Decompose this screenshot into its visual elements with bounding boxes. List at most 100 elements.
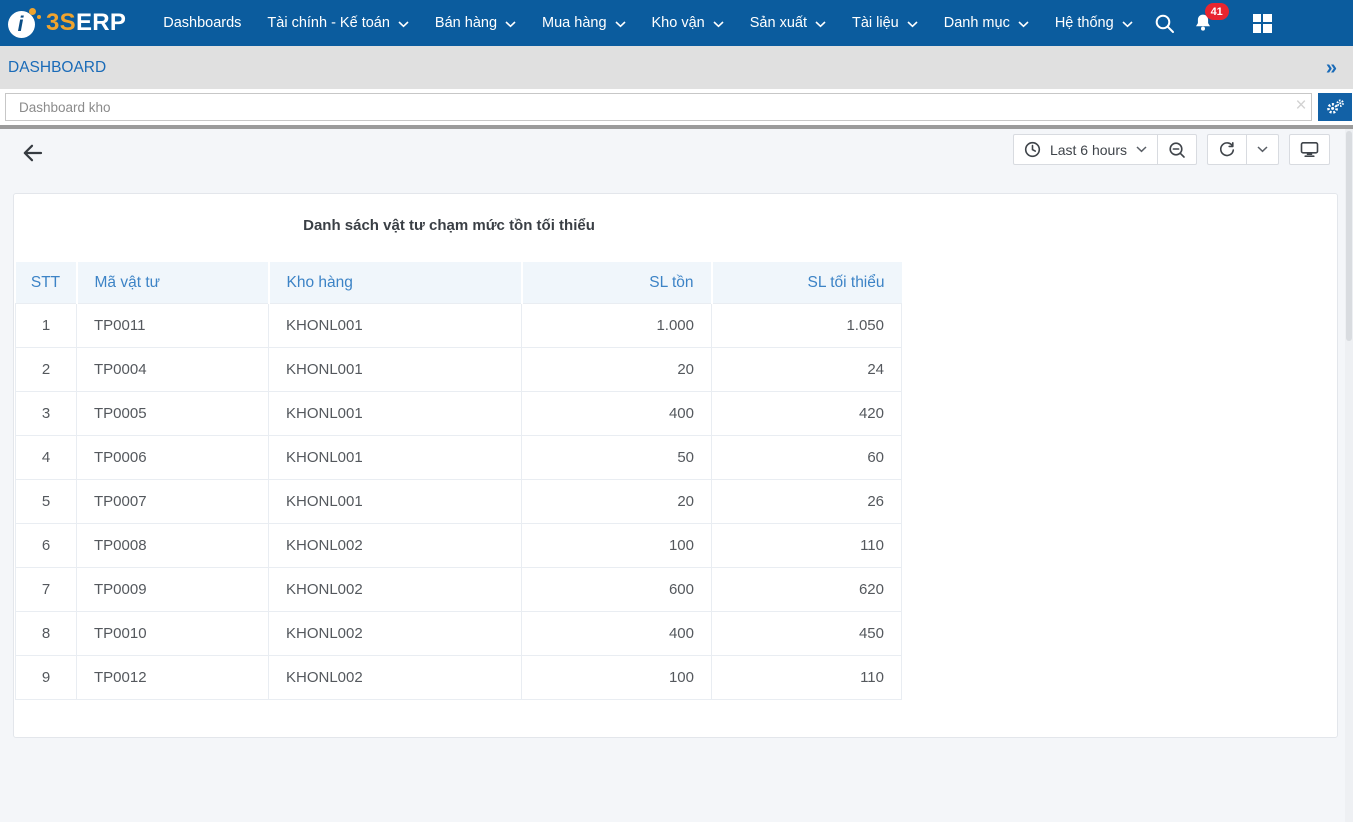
table-cell: 5 <box>16 480 77 524</box>
table-cell: 60 <box>712 436 902 480</box>
table-row: 3TP0005KHONL001400420 <box>16 392 902 436</box>
refresh-button[interactable] <box>1208 135 1246 164</box>
expand-chevrons[interactable]: » <box>1326 58 1337 78</box>
nav-item-label: Tài liệu <box>852 15 899 31</box>
arrow-left-icon <box>20 141 44 165</box>
table-cell: 1.000 <box>522 304 712 348</box>
table-cell: 1 <box>16 304 77 348</box>
column-header[interactable]: SL tồn <box>522 262 712 304</box>
table-cell: KHONL001 <box>269 480 522 524</box>
table-cell: 1.050 <box>712 304 902 348</box>
panel-card: Danh sách vật tư chạm mức tồn tối thiểu … <box>13 193 1338 738</box>
table-cell: 420 <box>712 392 902 436</box>
table-cell: TP0009 <box>77 568 269 612</box>
apps-grid-icon <box>1253 14 1272 33</box>
nav-item-label: Tài chính - Kế toán <box>267 15 390 31</box>
column-header[interactable]: STT <box>16 262 77 304</box>
nav-item-4[interactable]: Kho vận <box>639 0 737 46</box>
chevron-down-icon <box>1018 21 1029 28</box>
chevron-down-icon <box>1136 146 1147 153</box>
nav-item-7[interactable]: Danh mục <box>931 0 1042 46</box>
table-cell: TP0008 <box>77 524 269 568</box>
nav-item-label: Bán hàng <box>435 15 497 31</box>
search-icon <box>1154 13 1175 34</box>
chevron-down-icon <box>398 21 409 28</box>
chevron-down-icon <box>615 21 626 28</box>
dashboard-content: Last 6 hours <box>0 129 1353 822</box>
logo-mark-icon: i <box>8 7 42 39</box>
notification-badge: 41 <box>1205 3 1229 20</box>
zoom-out-button[interactable] <box>1157 135 1196 164</box>
table-cell: TP0011 <box>77 304 269 348</box>
table-row: 9TP0012KHONL002100110 <box>16 656 902 700</box>
table-wrap: STTMã vật tưKho hàngSL tồnSL tối thiểu 1… <box>15 262 901 700</box>
scrollbar[interactable] <box>1345 129 1353 822</box>
breadcrumb-bar: DASHBOARD » <box>0 46 1353 89</box>
search-button[interactable] <box>1146 4 1184 42</box>
table-cell: 20 <box>522 480 712 524</box>
time-range-button[interactable]: Last 6 hours <box>1014 135 1157 164</box>
brand-text: 3SERP <box>46 9 126 37</box>
nav-item-8[interactable]: Hệ thống <box>1042 0 1146 46</box>
table-cell: 400 <box>522 612 712 656</box>
refresh-interval-button[interactable] <box>1246 135 1278 164</box>
table-cell: 20 <box>522 348 712 392</box>
kiosk-mode-button[interactable] <box>1290 135 1329 164</box>
clear-icon[interactable]: × <box>1290 95 1312 117</box>
app-logo[interactable]: i 3SERP <box>8 7 126 39</box>
column-header[interactable]: SL tối thiểu <box>712 262 902 304</box>
column-header[interactable]: Mã vật tư <box>77 262 269 304</box>
back-button[interactable] <box>19 140 45 166</box>
filter-bar: × <box>0 89 1353 125</box>
table-cell: 400 <box>522 392 712 436</box>
table-cell: 26 <box>712 480 902 524</box>
table-cell: KHONL002 <box>269 612 522 656</box>
zoom-out-icon <box>1168 141 1186 159</box>
gears-icon <box>1324 98 1346 116</box>
table-row: 1TP0011KHONL0011.0001.050 <box>16 304 902 348</box>
table-cell: TP0012 <box>77 656 269 700</box>
kiosk-group <box>1289 134 1330 165</box>
scrollbar-thumb[interactable] <box>1346 131 1352 341</box>
table-row: 8TP0010KHONL002400450 <box>16 612 902 656</box>
table-cell: TP0004 <box>77 348 269 392</box>
settings-button[interactable] <box>1318 93 1352 121</box>
table-cell: 4 <box>16 436 77 480</box>
nav-item-1[interactable]: Tài chính - Kế toán <box>254 0 422 46</box>
table-cell: KHONL001 <box>269 392 522 436</box>
table-cell: 9 <box>16 656 77 700</box>
table-cell: TP0005 <box>77 392 269 436</box>
nav-item-5[interactable]: Sản xuất <box>737 0 839 46</box>
dashboard-toolbar: Last 6 hours <box>1013 134 1330 165</box>
page-title: DASHBOARD <box>8 59 106 77</box>
clock-icon <box>1024 141 1041 158</box>
column-header[interactable]: Kho hàng <box>269 262 522 304</box>
table-cell: 24 <box>712 348 902 392</box>
dashboard-search-input[interactable] <box>5 93 1312 121</box>
table-cell: KHONL002 <box>269 568 522 612</box>
nav-item-2[interactable]: Bán hàng <box>422 0 529 46</box>
nav-item-0[interactable]: Dashboards <box>150 0 254 46</box>
time-range-group: Last 6 hours <box>1013 134 1197 165</box>
nav-item-3[interactable]: Mua hàng <box>529 0 639 46</box>
panel-title: Danh sách vật tư chạm mức tồn tối thiểu <box>14 217 884 234</box>
brand-3s: 3S <box>46 9 76 36</box>
notifications-button[interactable]: 41 <box>1184 4 1222 42</box>
table-cell: 110 <box>712 656 902 700</box>
monitor-icon <box>1300 141 1319 158</box>
table-cell: 450 <box>712 612 902 656</box>
nav-right-icons: 41 <box>1146 4 1353 42</box>
nav-item-label: Mua hàng <box>542 15 607 31</box>
table-cell: KHONL001 <box>269 436 522 480</box>
table-cell: 100 <box>522 656 712 700</box>
top-navbar: i 3SERP Dashboards Tài chính - Kế toán Bán… <box>0 0 1353 46</box>
table-cell: KHONL001 <box>269 304 522 348</box>
chevron-down-icon <box>907 21 918 28</box>
table-cell: 100 <box>522 524 712 568</box>
min-stock-table: STTMã vật tưKho hàngSL tồnSL tối thiểu 1… <box>15 262 902 700</box>
nav-item-6[interactable]: Tài liệu <box>839 0 931 46</box>
nav-item-label: Sản xuất <box>750 15 807 31</box>
apps-grid-button[interactable] <box>1244 4 1282 42</box>
table-row: 6TP0008KHONL002100110 <box>16 524 902 568</box>
table-cell: 620 <box>712 568 902 612</box>
